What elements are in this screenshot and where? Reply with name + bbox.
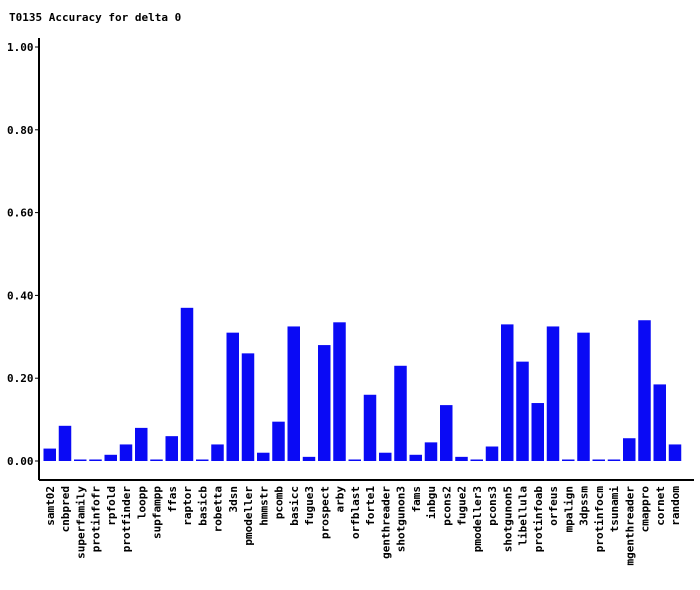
bar xyxy=(485,446,499,461)
bar xyxy=(562,459,575,461)
bar xyxy=(333,322,346,461)
bar xyxy=(119,444,133,461)
category-label: cnbpred xyxy=(59,486,72,532)
category-label: mpalign xyxy=(562,486,575,532)
bar xyxy=(135,427,148,461)
bar xyxy=(424,442,438,461)
bar xyxy=(623,438,636,461)
bar xyxy=(43,448,56,461)
y-tick-label: 0.80 xyxy=(7,124,34,137)
bar xyxy=(287,326,300,461)
bar xyxy=(531,403,544,461)
bar xyxy=(546,326,560,461)
bar xyxy=(302,456,316,461)
bar xyxy=(150,459,163,461)
category-label: protinfofr xyxy=(90,486,103,553)
category-label: fams xyxy=(410,486,423,513)
category-label: 3dpssm xyxy=(578,486,591,526)
category-label: loopp xyxy=(135,486,148,519)
y-tick-label: 0.60 xyxy=(7,207,34,220)
bar xyxy=(89,459,102,461)
bar xyxy=(409,454,422,461)
bar xyxy=(58,425,72,461)
bar xyxy=(318,345,331,461)
category-label: arby xyxy=(334,486,347,513)
category-label: basicb xyxy=(196,486,209,526)
bar xyxy=(455,456,468,461)
bar xyxy=(211,444,224,461)
x-axis: samt02 cnbpred superfamily protinfofr rpfold… xyxy=(39,479,694,566)
bar xyxy=(104,454,117,461)
category-label: samt02 xyxy=(44,486,57,526)
category-label: supfampp xyxy=(151,486,164,539)
category-label: cornet xyxy=(654,486,667,526)
y-tick-label: 1.00 xyxy=(7,41,34,54)
bar xyxy=(363,394,377,461)
category-label: ffas xyxy=(166,486,179,513)
category-label: fugue2 xyxy=(456,486,469,526)
category-label: fugue3 xyxy=(303,486,316,526)
category-label: tsunami xyxy=(608,486,621,533)
bar xyxy=(638,320,651,461)
y-tick-label: 0.00 xyxy=(7,455,34,468)
bar xyxy=(180,307,194,461)
category-label: shotgunon5 xyxy=(501,486,514,552)
bar xyxy=(592,459,605,461)
category-label: hmmstr xyxy=(257,486,270,526)
category-label: 3dsn xyxy=(227,486,240,513)
category-label: pcons2 xyxy=(440,486,453,526)
bar xyxy=(165,436,178,461)
category-label: raptor xyxy=(181,486,194,526)
bar xyxy=(74,459,87,461)
bar xyxy=(653,384,666,461)
category-label: libellula xyxy=(517,486,530,546)
bar xyxy=(241,353,255,461)
y-tick-label: 0.20 xyxy=(7,372,34,385)
category-label: protinfocm xyxy=(593,486,606,553)
category-label: pcomb xyxy=(273,486,286,519)
bar xyxy=(440,405,453,461)
category-label: shotgunon3 xyxy=(395,486,408,552)
category-label: pmodeller xyxy=(242,486,255,546)
category-label: random xyxy=(669,486,682,526)
category-label: superfamily xyxy=(74,486,87,559)
y-axis: 0.00 0.20 0.40 0.60 0.80 1.00 xyxy=(7,38,40,480)
bar xyxy=(516,361,529,461)
bar xyxy=(394,365,407,461)
category-label: genthreader xyxy=(379,486,392,559)
bar xyxy=(226,332,239,461)
bar xyxy=(607,459,621,461)
category-label: inbgu xyxy=(425,486,438,519)
category-label: prospect xyxy=(318,486,331,539)
category-label: robetta xyxy=(212,486,225,532)
bar xyxy=(196,459,209,461)
category-label: pmodeller3 xyxy=(471,486,484,552)
category-label: basicc xyxy=(288,486,301,526)
category-label: forte1 xyxy=(364,486,377,526)
category-label: pcons3 xyxy=(486,486,499,526)
bars xyxy=(43,307,682,461)
bar xyxy=(272,421,285,461)
chart-title: T0135 Accuracy for delta 0 xyxy=(9,11,181,24)
y-tick-label: 0.40 xyxy=(7,289,34,302)
bar xyxy=(668,444,682,461)
bar xyxy=(257,452,270,461)
bar xyxy=(501,324,514,461)
category-label: cmappro xyxy=(639,486,652,533)
category-label: protfinder xyxy=(120,486,133,553)
bar xyxy=(348,459,361,461)
bar xyxy=(577,332,590,461)
category-label: protinfoab xyxy=(532,486,545,553)
category-label: mgenthreader xyxy=(623,486,636,566)
category-label: rpfold xyxy=(105,486,118,526)
category-label: orfeus xyxy=(547,486,560,526)
category-label: orfblast xyxy=(349,486,362,539)
bar xyxy=(470,459,483,461)
bar xyxy=(379,452,392,461)
